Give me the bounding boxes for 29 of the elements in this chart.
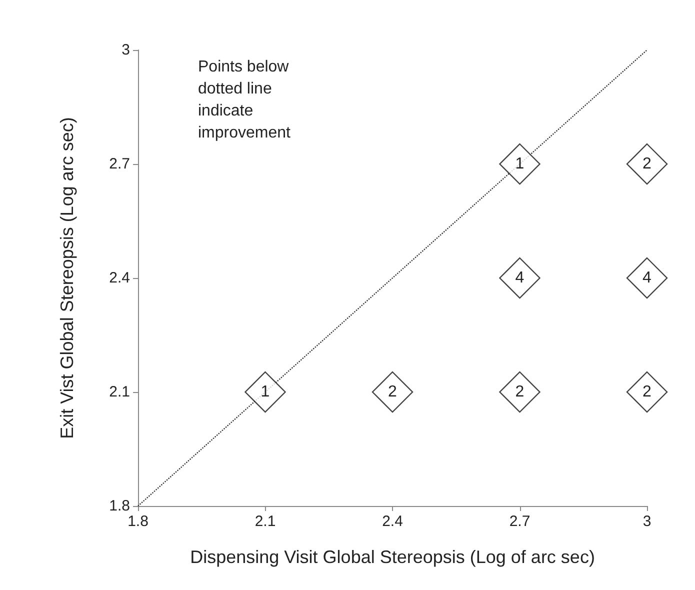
annotation: 2 (642, 384, 652, 400)
y-tick-label: 3 (122, 42, 130, 58)
x-tick-label: 2.4 (382, 513, 403, 530)
annotation: 2 (642, 156, 652, 172)
annotation: 2 (515, 384, 524, 400)
point (626, 371, 668, 413)
annotation: 1 (260, 384, 270, 400)
point (626, 257, 668, 299)
point (244, 371, 286, 413)
y-axis-title: Exit Vist Global Stereopsis (Log arc sec) (57, 117, 77, 439)
annotation: 4 (642, 270, 652, 286)
annotation: Points below dotted line indicate improvement (198, 58, 294, 142)
point (626, 143, 668, 185)
x-tick-label: 2.1 (254, 513, 276, 530)
point (499, 143, 540, 185)
y-tick-label: 2.1 (109, 384, 130, 400)
point (372, 371, 414, 413)
x-tick-label: 3 (642, 513, 652, 530)
annotation: 4 (515, 270, 524, 286)
annotation: 1 (515, 156, 524, 172)
annotation: 2 (388, 384, 398, 400)
x-tick-label: 1.8 (128, 513, 148, 530)
point (499, 257, 540, 299)
y-tick-label: 2.7 (109, 156, 130, 172)
point (499, 371, 540, 413)
x-axis-title: Dispensing Visit Global Stereopsis (Log of arc sec) (190, 547, 595, 567)
y-tick-label: 1.8 (109, 498, 130, 514)
y-tick-label: 2.4 (109, 270, 130, 286)
x-tick-label: 2.7 (509, 513, 530, 530)
